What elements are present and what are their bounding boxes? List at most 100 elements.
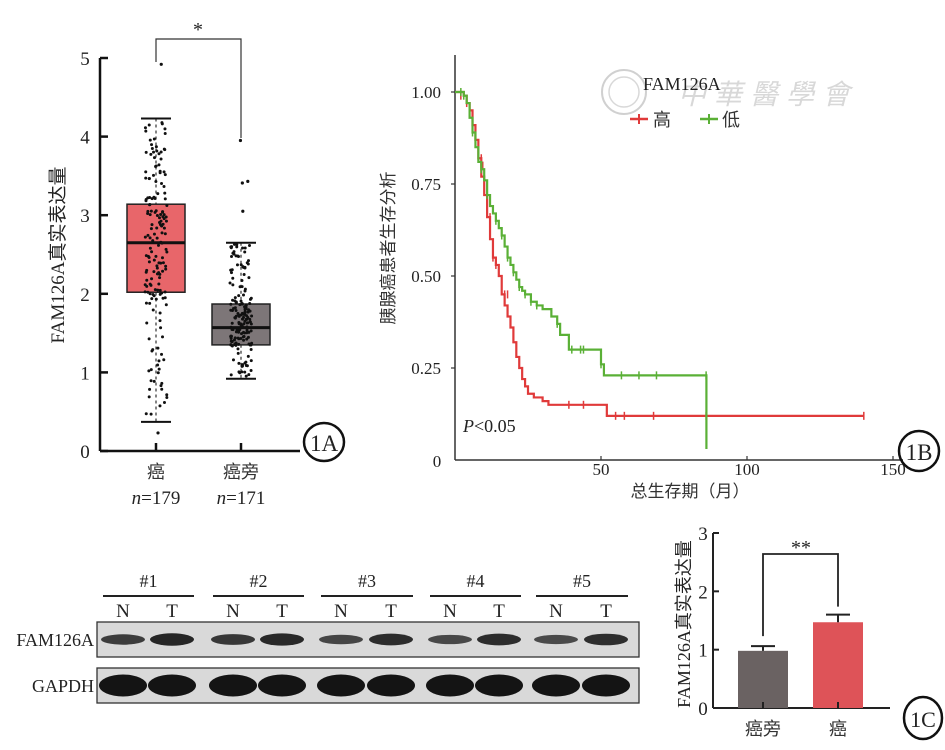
data-point — [246, 310, 250, 314]
protein-band — [477, 633, 521, 646]
y-tick-label: 1 — [698, 641, 708, 662]
sample-group-label: #3 — [358, 571, 376, 591]
data-point — [149, 368, 153, 372]
data-point — [163, 131, 167, 135]
panel-1c-x-labels: 癌旁 癌 — [745, 719, 847, 740]
data-point — [164, 247, 168, 251]
data-point — [157, 271, 161, 275]
y-tick-label: 0.75 — [411, 175, 441, 194]
data-point — [144, 301, 148, 305]
data-point — [143, 126, 147, 130]
data-point — [151, 239, 155, 243]
data-point — [156, 363, 160, 367]
data-point — [160, 121, 164, 125]
blot-sample-groups: #1 #2 #3 #4 #5 — [103, 571, 628, 597]
data-point — [244, 363, 248, 367]
x-tick-label: 100 — [734, 460, 760, 479]
panel-1a-tick-labels: 0 1 2 3 4 5 — [80, 49, 108, 463]
protein-band — [475, 674, 523, 697]
data-point — [161, 261, 165, 265]
data-point — [247, 308, 251, 312]
data-point — [149, 152, 153, 156]
lane-label: T — [600, 601, 612, 622]
data-point — [150, 197, 154, 201]
bracket-line — [155, 38, 242, 138]
x-category-label: 癌旁 — [223, 462, 259, 483]
data-point — [163, 232, 167, 236]
data-point — [159, 157, 163, 161]
protein-band — [582, 674, 630, 697]
outlier-point — [238, 138, 243, 143]
panel-1b-curves — [455, 88, 865, 449]
data-point — [152, 232, 156, 236]
data-point — [243, 246, 247, 250]
data-point — [241, 265, 245, 269]
sample-group-label: #1 — [140, 571, 158, 591]
data-point — [160, 224, 164, 228]
data-point — [154, 254, 158, 258]
protein-band — [148, 674, 196, 697]
data-point — [250, 314, 254, 318]
data-point — [160, 231, 164, 235]
data-point — [150, 349, 154, 353]
data-point — [143, 290, 147, 294]
data-point — [155, 226, 159, 230]
data-point — [144, 150, 148, 154]
data-point — [145, 278, 149, 282]
data-point — [159, 213, 163, 217]
legend-item-high: 高 — [630, 110, 671, 131]
panel-1b-survival-curve: 0.25 0.50 0.75 1.00 0 50 100 150 胰腺癌患者生存分析 总生存期… — [379, 55, 941, 502]
panel-1a-y-axis-label: FAM126A真实表达量 — [47, 167, 69, 344]
data-point — [144, 412, 148, 416]
y-tick-label: 3 — [80, 206, 90, 227]
data-point — [163, 290, 167, 294]
data-point — [231, 276, 235, 280]
data-point — [163, 191, 167, 195]
panel-1c-label: 1C — [910, 707, 936, 732]
data-point — [147, 369, 151, 373]
data-point — [160, 256, 164, 260]
data-point — [148, 301, 152, 305]
panel-1c-y-axis-label: FAM126A真实表达量 — [674, 540, 694, 708]
data-point — [233, 306, 237, 310]
data-point — [152, 270, 156, 274]
panel-1b-legend: FAM126A 高 低 — [630, 74, 740, 131]
data-point — [144, 129, 148, 133]
data-point — [243, 331, 247, 335]
outlier-point — [240, 181, 244, 185]
box-tumor — [126, 62, 186, 435]
data-point — [243, 250, 247, 254]
protein-band — [584, 633, 628, 646]
blot-row-label: FAM126A — [16, 630, 94, 650]
data-point — [235, 263, 239, 267]
data-point — [159, 384, 163, 388]
outlier-point — [241, 209, 245, 213]
data-point — [153, 288, 157, 292]
data-point — [147, 177, 151, 181]
data-point — [149, 209, 153, 213]
panel-1a-significance-bracket — [155, 38, 242, 138]
data-point — [148, 138, 152, 142]
data-point — [229, 271, 233, 275]
data-point — [243, 305, 247, 309]
data-point — [157, 216, 161, 220]
data-point — [164, 215, 168, 219]
data-point — [236, 254, 240, 258]
western-blot-panel: #1 #2 #3 #4 #5 N T N T N T N T N T FAM126A GAPDH — [16, 571, 640, 704]
data-point — [163, 127, 167, 131]
panel-1c-significance-stars: ** — [791, 537, 811, 559]
lane-label: N — [443, 601, 457, 622]
data-point — [158, 311, 162, 315]
legend-title: FAM126A — [643, 74, 721, 94]
data-point — [237, 294, 241, 298]
data-point — [157, 359, 161, 363]
data-point — [147, 255, 151, 259]
data-point — [151, 308, 155, 312]
data-point — [244, 307, 248, 311]
data-point — [149, 227, 153, 231]
panel-1b-tick-labels: 0.25 0.50 0.75 1.00 0 50 100 150 — [411, 83, 906, 479]
legend-label-low: 低 — [722, 110, 740, 131]
panel-1a-label-badge: 1A — [302, 421, 346, 463]
data-point — [242, 334, 246, 338]
